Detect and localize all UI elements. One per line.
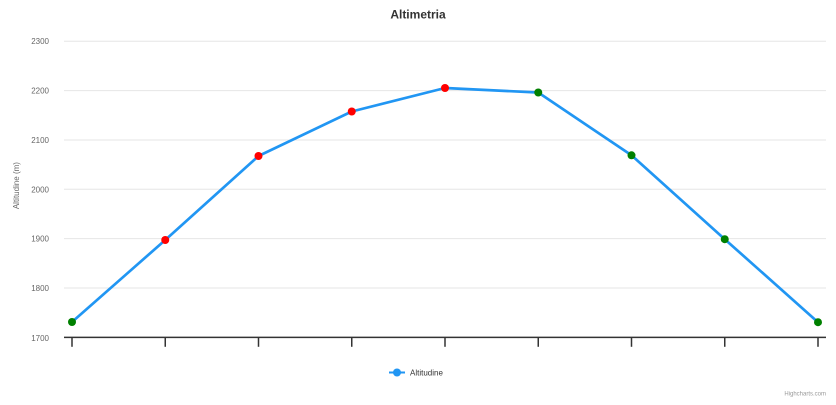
svg-text:1900: 1900	[31, 235, 49, 244]
svg-text:2300: 2300	[31, 37, 49, 46]
svg-text:Altitudine: Altitudine	[410, 369, 443, 378]
svg-text:2100: 2100	[31, 136, 49, 145]
svg-text:1800: 1800	[31, 284, 49, 293]
svg-text:Altimetria: Altimetria	[390, 8, 446, 22]
svg-text:2000: 2000	[31, 185, 49, 194]
svg-text:1700: 1700	[31, 334, 49, 343]
svg-text:2200: 2200	[31, 87, 49, 96]
svg-text:Altitudine (m): Altitudine (m)	[12, 162, 21, 209]
svg-text:Highcharts.com: Highcharts.com	[784, 392, 826, 398]
